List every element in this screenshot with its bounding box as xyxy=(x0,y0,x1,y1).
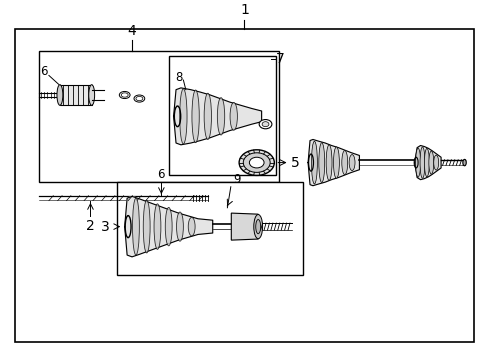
Ellipse shape xyxy=(239,150,274,175)
Ellipse shape xyxy=(424,148,428,177)
Ellipse shape xyxy=(192,90,199,143)
Polygon shape xyxy=(173,88,261,145)
Ellipse shape xyxy=(176,212,183,241)
Ellipse shape xyxy=(311,141,317,184)
Ellipse shape xyxy=(253,215,262,239)
Polygon shape xyxy=(168,56,276,175)
Ellipse shape xyxy=(217,98,224,135)
Ellipse shape xyxy=(57,85,62,105)
Ellipse shape xyxy=(119,91,130,99)
Ellipse shape xyxy=(165,207,172,246)
Ellipse shape xyxy=(89,85,94,105)
Text: 6: 6 xyxy=(40,66,48,78)
Text: 1: 1 xyxy=(240,3,248,17)
Text: 8: 8 xyxy=(174,71,182,84)
Ellipse shape xyxy=(433,155,438,170)
Text: 9: 9 xyxy=(233,173,241,186)
Ellipse shape xyxy=(341,150,347,175)
Text: 5: 5 xyxy=(290,156,299,170)
Polygon shape xyxy=(231,213,258,240)
Text: 7: 7 xyxy=(276,53,285,67)
Ellipse shape xyxy=(132,198,139,255)
Ellipse shape xyxy=(136,96,142,101)
Text: 6: 6 xyxy=(157,168,165,181)
Ellipse shape xyxy=(462,159,465,166)
Ellipse shape xyxy=(188,217,195,236)
Text: 2: 2 xyxy=(86,220,95,234)
Polygon shape xyxy=(15,29,473,342)
Polygon shape xyxy=(307,139,359,186)
Ellipse shape xyxy=(325,145,331,180)
Polygon shape xyxy=(414,145,440,180)
Polygon shape xyxy=(117,182,303,275)
Text: 3: 3 xyxy=(101,220,110,234)
Ellipse shape xyxy=(143,200,150,253)
Circle shape xyxy=(259,120,271,129)
Circle shape xyxy=(262,122,268,127)
Ellipse shape xyxy=(318,143,324,183)
Ellipse shape xyxy=(348,154,354,171)
Ellipse shape xyxy=(154,204,161,249)
Polygon shape xyxy=(39,50,278,182)
Ellipse shape xyxy=(249,157,264,168)
Ellipse shape xyxy=(134,95,144,102)
Ellipse shape xyxy=(243,153,269,172)
Text: 4: 4 xyxy=(127,24,136,38)
Ellipse shape xyxy=(333,147,339,178)
Ellipse shape xyxy=(180,89,186,144)
Ellipse shape xyxy=(121,93,128,97)
Polygon shape xyxy=(60,85,92,105)
Ellipse shape xyxy=(204,93,211,139)
Ellipse shape xyxy=(415,148,420,177)
Ellipse shape xyxy=(419,147,424,178)
Ellipse shape xyxy=(229,103,237,130)
Ellipse shape xyxy=(255,220,260,234)
Polygon shape xyxy=(124,196,212,257)
Ellipse shape xyxy=(428,151,433,174)
